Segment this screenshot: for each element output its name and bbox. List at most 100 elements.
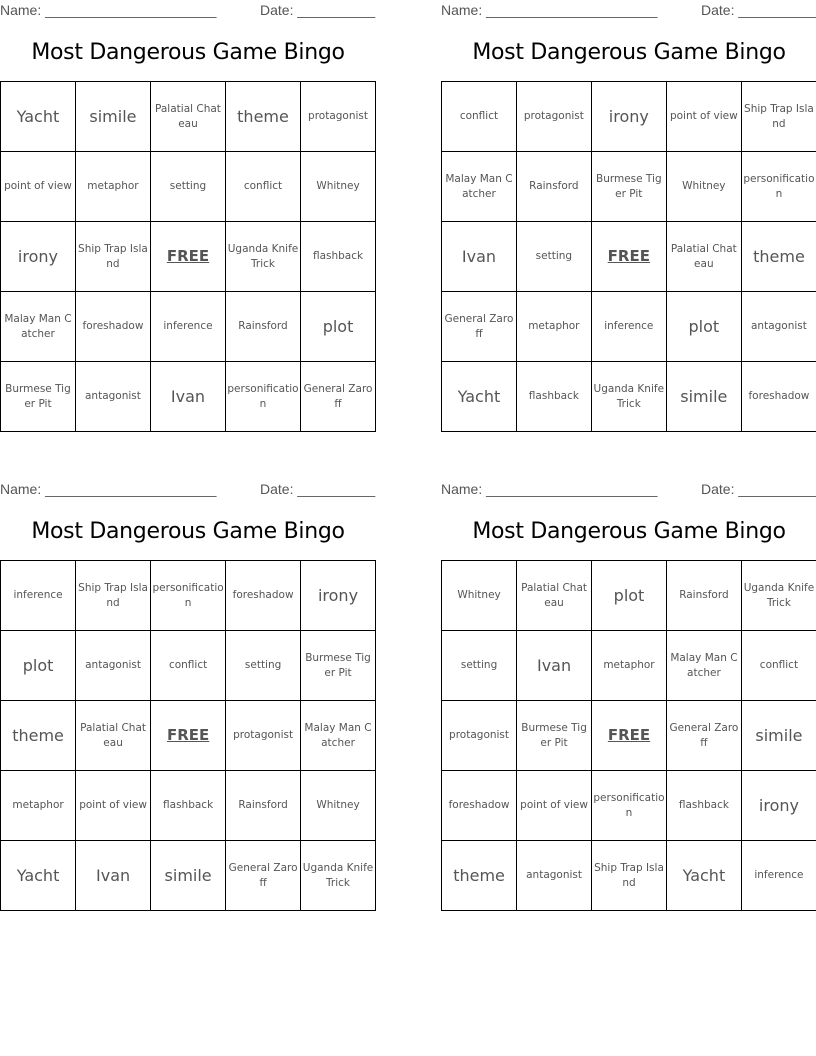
bingo-cell: antagonist	[740, 291, 816, 362]
bingo-cell: inference	[740, 840, 816, 911]
grid-row: Whitney Palatial Chateau plot Rainsford Ugan…	[440, 560, 816, 631]
free-space: FREE	[150, 700, 227, 771]
grid-row: Burmese Tiger Pit antagonist Ivan personifi…	[0, 361, 376, 432]
grid-row: Yacht flashback Uganda Knife Trick simile fo…	[441, 361, 816, 432]
bingo-cell: point of view	[0, 151, 76, 222]
bingo-cell: simile	[150, 840, 227, 911]
bingo-cell: Whitney	[440, 560, 518, 631]
bingo-cell: Yacht	[0, 840, 77, 911]
bingo-cell: conflict	[224, 151, 302, 222]
bingo-cell: theme	[224, 81, 302, 152]
bingo-cell: theme	[440, 840, 518, 911]
bingo-cell: conflict	[441, 81, 517, 152]
bingo-cell: flashback	[150, 770, 227, 841]
bingo-cell: flashback	[300, 221, 376, 292]
bingo-cell: protagonist	[300, 81, 376, 152]
bingo-cell: Rainsford	[665, 560, 742, 631]
bingo-cell: metaphor	[515, 291, 592, 362]
bingo-cell: point of view	[75, 770, 152, 841]
bingo-cell: Uganda Knife Trick	[590, 361, 667, 432]
bingo-grid: Yacht simile Palatial Chateau theme protagon…	[0, 81, 376, 432]
bingo-cell: inference	[150, 291, 226, 362]
bingo-cell: setting	[515, 221, 592, 292]
bingo-cell: foreshadow	[740, 361, 816, 432]
bingo-cell: antagonist	[516, 840, 593, 911]
card-header: Name: ______________________ Date: _____…	[0, 2, 376, 20]
bingo-cell: Burmese Tiger Pit	[300, 630, 376, 701]
date-field: Date: __________	[701, 2, 816, 18]
bingo-cell: irony	[0, 221, 76, 292]
bingo-cell: metaphor	[0, 770, 77, 841]
bingo-grid: conflict protagonist irony point of view Shi…	[441, 81, 816, 432]
bingo-cell: flashback	[665, 770, 742, 841]
date-field: Date: __________	[701, 481, 816, 497]
grid-row: metaphor point of view flashback Rainsford W…	[0, 770, 376, 841]
bingo-cell: Uganda Knife Trick	[740, 560, 816, 631]
bingo-grid: Whitney Palatial Chateau plot Rainsford Ugan…	[440, 560, 816, 911]
card-title: Most Dangerous Game Bingo	[31, 40, 345, 65]
free-space: FREE	[150, 221, 226, 292]
bingo-cell: Yacht	[441, 361, 517, 432]
bingo-cell: Burmese Tiger Pit	[590, 151, 667, 222]
bingo-cell: Burmese Tiger Pit	[516, 700, 593, 771]
grid-row: Malay Man Catcher foreshadow inference Rain…	[0, 291, 376, 362]
bingo-cell: simile	[665, 361, 742, 432]
bingo-cell: setting	[440, 630, 518, 701]
grid-row: conflict protagonist irony point of view Shi…	[441, 81, 816, 152]
bingo-cell: General Zaroff	[300, 361, 376, 432]
bingo-cell: General Zaroff	[225, 840, 302, 911]
bingo-cell: Burmese Tiger Pit	[0, 361, 76, 432]
bingo-cell: plot	[591, 560, 667, 631]
bingo-cell: Yacht	[665, 840, 742, 911]
bingo-cell: metaphor	[74, 151, 152, 222]
bingo-cell: metaphor	[591, 630, 667, 701]
grid-row: irony Ship Trap Island FREE Uganda Knife Tr…	[0, 221, 376, 292]
bingo-cell: antagonist	[75, 630, 152, 701]
card-title: Most Dangerous Game Bingo	[31, 519, 345, 544]
bingo-cell: inference	[0, 560, 77, 631]
bingo-cell: Ship Trap Island	[740, 81, 816, 152]
bingo-cell: theme	[740, 221, 816, 292]
grid-row: Yacht simile Palatial Chateau theme protagon…	[0, 81, 376, 152]
card-header: Name: ______________________ Date: _____…	[441, 481, 816, 499]
bingo-cell: point of view	[516, 770, 593, 841]
grid-row: point of view metaphor setting conflict Whit…	[0, 151, 376, 222]
bingo-cell: conflict	[740, 630, 816, 701]
bingo-cell: foreshadow	[74, 291, 152, 362]
bingo-cell: inference	[590, 291, 667, 362]
bingo-cell: protagonist	[440, 700, 518, 771]
bingo-cell: setting	[150, 151, 226, 222]
bingo-cell: plot	[665, 291, 742, 362]
grid-row: theme Palatial Chateau FREE protagonist Mala…	[0, 700, 376, 771]
bingo-cell: Ship Trap Island	[74, 221, 152, 292]
bingo-cell: personification	[224, 361, 302, 432]
bingo-cell: Ship Trap Island	[75, 560, 152, 631]
free-space: FREE	[591, 700, 667, 771]
card-title: Most Dangerous Game Bingo	[472, 40, 786, 65]
bingo-cell: conflict	[150, 630, 227, 701]
date-field: Date: __________	[260, 2, 376, 18]
bingo-cell: simile	[740, 700, 816, 771]
grid-row: foreshadow point of view personification fl…	[440, 770, 816, 841]
bingo-cell: simile	[74, 81, 152, 152]
bingo-cell: setting	[225, 630, 302, 701]
bingo-cell: irony	[300, 560, 376, 631]
bingo-cell: protagonist	[225, 700, 302, 771]
bingo-cell: Malay Man Catcher	[665, 630, 742, 701]
grid-row: protagonist Burmese Tiger Pit FREE General …	[440, 700, 816, 771]
bingo-cell: Malay Man Catcher	[441, 151, 517, 222]
bingo-grid: inference Ship Trap Island personification…	[0, 560, 376, 911]
bingo-cell: General Zaroff	[441, 291, 517, 362]
bingo-cell: plot	[300, 291, 376, 362]
name-field: Name: ______________________	[441, 2, 658, 18]
grid-row: setting Ivan metaphor Malay Man Catcher conf…	[440, 630, 816, 701]
bingo-cell: Uganda Knife Trick	[300, 840, 376, 911]
grid-row: theme antagonist Ship Trap Island Yacht infe…	[440, 840, 816, 911]
bingo-cell: Ivan	[516, 630, 593, 701]
name-field: Name: ______________________	[441, 481, 658, 497]
bingo-cell: Rainsford	[224, 291, 302, 362]
date-field: Date: __________	[260, 481, 376, 497]
bingo-cell: personification	[591, 770, 667, 841]
bingo-cell: Palatial Chateau	[516, 560, 593, 631]
card-header: Name: ______________________ Date: _____…	[0, 481, 376, 499]
